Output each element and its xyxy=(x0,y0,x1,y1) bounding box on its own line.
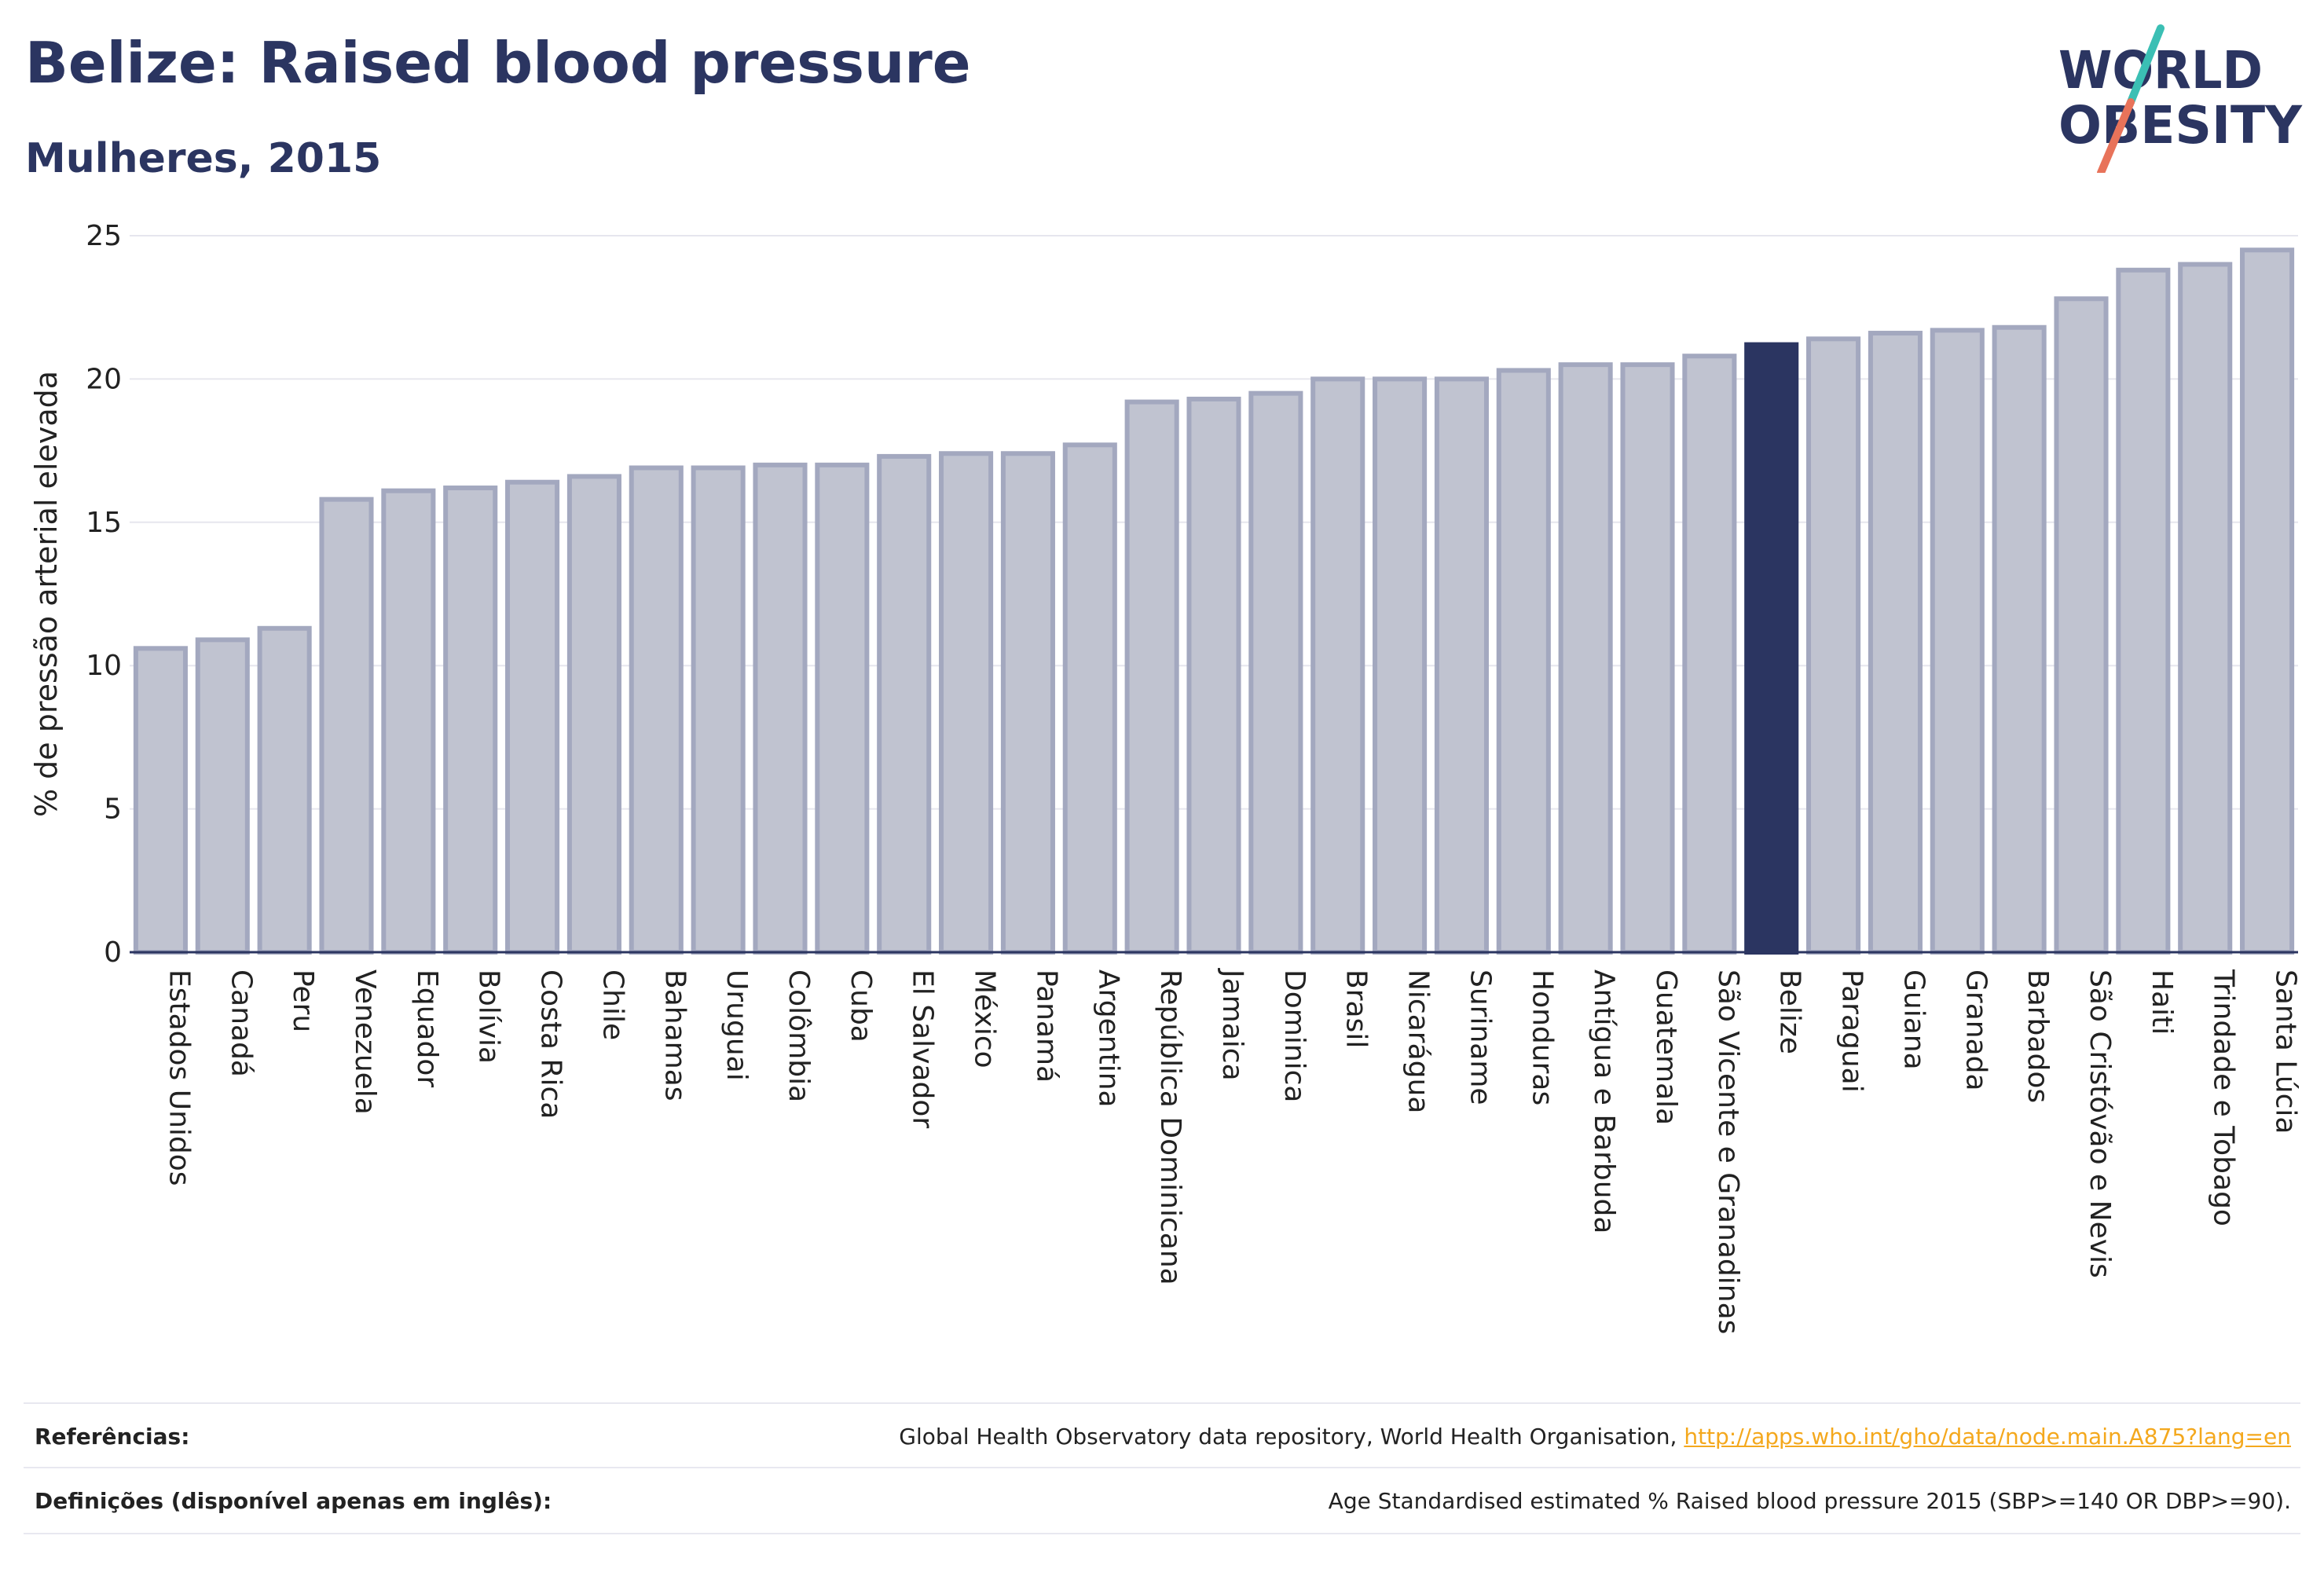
x-tick-label: México xyxy=(969,969,1001,1068)
x-tick-label: Estados Unidos xyxy=(163,969,195,1186)
bar xyxy=(1992,324,2047,955)
x-tick-label: São Vicente e Granadinas xyxy=(1712,969,1744,1334)
x-tick-label: Chile xyxy=(596,969,629,1040)
x-tick-label: Haiti xyxy=(2146,969,2178,1035)
logo-slash-top xyxy=(2127,24,2165,106)
definitions-label: Definições (disponível apenas em inglês)… xyxy=(35,1487,552,1514)
x-tick-label: Jamaica xyxy=(1216,968,1248,1081)
x-tick-label: Peru xyxy=(287,969,319,1032)
bar xyxy=(877,453,932,955)
x-tick-label: Argentina xyxy=(1092,969,1124,1108)
bar xyxy=(1806,336,1861,955)
x-tick-label: El Salvador xyxy=(907,969,939,1128)
x-tick-label: Barbados xyxy=(2022,969,2054,1103)
bar xyxy=(1620,362,1675,955)
y-tick-label: 20 xyxy=(86,363,122,395)
y-axis-ticks: 0 5 10 15 20 25 xyxy=(86,220,122,969)
bar xyxy=(505,479,560,955)
bar xyxy=(691,465,746,955)
x-axis-labels: Estados Unidos Canadá Peru Venezuela Equador… xyxy=(163,968,2301,1334)
bar xyxy=(2178,262,2233,955)
x-tick-label: Uruguai xyxy=(720,969,753,1081)
bar xyxy=(1310,376,1365,955)
footer: Referências: Global Health Observatory d… xyxy=(24,1402,2300,1536)
x-tick-label: República Dominicana xyxy=(1154,969,1186,1285)
bar xyxy=(1062,442,1117,955)
references-label: Referências: xyxy=(35,1423,190,1450)
bar xyxy=(1558,362,1613,955)
bar xyxy=(1124,399,1179,955)
x-tick-label: Santa Lúcia xyxy=(2270,969,2302,1134)
bar xyxy=(319,497,374,955)
x-tick-label: Trindade e Tobago xyxy=(2208,969,2240,1226)
x-tick-label: Antígua e Barbuda xyxy=(1588,969,1620,1233)
bar xyxy=(1186,396,1241,955)
y-tick-label: 15 xyxy=(86,507,122,539)
bar xyxy=(2240,247,2295,955)
world-obesity-logo: WORLD OBESITY xyxy=(2058,24,2303,173)
bar xyxy=(2116,267,2171,955)
bar xyxy=(257,625,312,955)
references-text: Global Health Observatory data repositor… xyxy=(899,1423,1677,1450)
y-tick-label: 25 xyxy=(86,220,122,252)
bar xyxy=(1434,376,1489,955)
bar xyxy=(443,486,498,955)
x-tick-label: Guiana xyxy=(1897,969,1930,1070)
x-tick-label: Brasil xyxy=(1340,969,1373,1048)
bar xyxy=(1248,390,1303,955)
x-tick-label: Guatemala xyxy=(1650,969,1682,1125)
bar xyxy=(1373,376,1428,955)
bar xyxy=(1930,328,1985,955)
bar xyxy=(753,462,808,955)
x-tick-label: Granada xyxy=(1959,969,1992,1091)
definitions-row: Definições (disponível apenas em inglês)… xyxy=(24,1467,2300,1534)
bar xyxy=(1868,331,1923,955)
bar-highlight xyxy=(1744,342,1799,955)
x-tick-label: Paraguai xyxy=(1836,969,1868,1093)
x-tick-label: Suriname xyxy=(1464,969,1496,1105)
bar xyxy=(566,474,621,955)
logo-word-world: WORLD xyxy=(2058,40,2263,101)
definitions-value: Age Standardised estimated % Raised bloo… xyxy=(1328,1487,2291,1514)
x-tick-label: Cuba xyxy=(845,969,877,1043)
bar xyxy=(381,488,436,955)
x-tick-label: Venezuela xyxy=(349,969,381,1115)
x-tick-label: Colômbia xyxy=(783,969,815,1102)
bars xyxy=(133,247,2295,955)
y-axis-title: % de pressão arterial elevada xyxy=(29,371,64,817)
bar xyxy=(2054,296,2109,955)
references-value: Global Health Observatory data repositor… xyxy=(899,1424,2300,1450)
x-tick-label: Honduras xyxy=(1526,969,1558,1105)
x-tick-label: Canadá xyxy=(225,969,257,1077)
x-tick-label: Bolívia xyxy=(473,969,505,1064)
bar xyxy=(939,451,994,955)
chart-title: Belize: Raised blood pressure xyxy=(25,30,971,96)
y-tick-label: 0 xyxy=(104,936,122,969)
bar xyxy=(1000,451,1055,955)
bar xyxy=(195,637,250,955)
bar xyxy=(1496,368,1551,955)
x-tick-label: Belize xyxy=(1774,969,1806,1054)
bar xyxy=(815,462,870,955)
logo-slash-bottom xyxy=(2097,98,2135,173)
y-tick-label: 10 xyxy=(86,650,122,682)
chart-subtitle: Mulheres, 2015 xyxy=(25,135,382,182)
bar xyxy=(629,465,684,955)
references-row: Referências: Global Health Observatory d… xyxy=(24,1402,2300,1468)
bar xyxy=(133,646,188,955)
logo-word-obesity: OBESITY xyxy=(2058,95,2303,156)
references-link[interactable]: http://apps.who.int/gho/data/node.main.A… xyxy=(1684,1423,2291,1450)
bar xyxy=(1682,354,1737,955)
x-tick-label: Panamá xyxy=(1030,969,1062,1083)
y-tick-label: 5 xyxy=(104,793,122,826)
x-tick-label: São Cristóvão e Nevis xyxy=(2084,969,2116,1278)
bar-chart: 0 5 10 15 20 25 Estados Unidos Canadá Peru Venez… xyxy=(29,220,2302,1334)
x-tick-label: Costa Rica xyxy=(535,969,567,1119)
x-tick-label: Nicarágua xyxy=(1402,969,1435,1113)
x-tick-label: Bahamas xyxy=(658,969,691,1101)
x-tick-label: Equador xyxy=(411,969,443,1087)
x-tick-label: Dominica xyxy=(1278,969,1310,1103)
